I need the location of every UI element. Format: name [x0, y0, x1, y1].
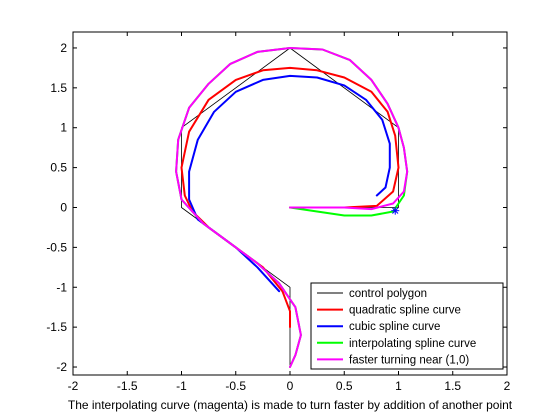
x-tick-label: 2: [504, 379, 511, 393]
x-tick-label: 0.5: [336, 379, 353, 393]
x-tick-label: -0.5: [225, 379, 246, 393]
y-tick-label: -2: [56, 360, 67, 374]
legend: control polygon quadratic spline curve cub…: [310, 282, 504, 370]
y-tick-label: 1: [60, 121, 67, 135]
legend-entry-interpolating-spline-curve: interpolating spline curve: [317, 338, 476, 350]
y-tick-label: 0.5: [50, 161, 67, 175]
y-tick-label: 2: [60, 41, 67, 55]
legend-label: quadratic spline curve: [349, 305, 461, 317]
y-tick-label: -0.5: [46, 240, 67, 254]
series-layer: [175, 47, 409, 368]
x-tick-label: 1: [395, 379, 402, 393]
y-tick-label: -1: [56, 280, 67, 294]
legend-label: control polygon: [349, 288, 427, 300]
x-tick-label: -2: [68, 379, 79, 393]
axes-layer: -2 -1.5 -1 -0.5 0 0.5 1 1.5 2 -2 -1.5 -1 -0.5 0 0.5 1 1.…: [46, 31, 511, 393]
legend-entry-quadratic-spline-curve: quadratic spline curve: [317, 305, 461, 317]
x-tick-label: -1: [176, 379, 187, 393]
x-tick-label: -1.5: [117, 379, 138, 393]
x-tick-label: 0: [287, 379, 294, 393]
series-line-faster-turning-near-1-0: [175, 47, 409, 368]
x-tick-label: 1.5: [444, 379, 461, 393]
legend-entry-control-polygon: control polygon: [317, 288, 427, 300]
legend-label: faster turning near (1,0): [349, 354, 469, 366]
x-axis-label: The interpolating curve (magenta) is mad…: [68, 398, 513, 412]
y-tick-label: 0: [60, 200, 67, 214]
legend-entry-cubic-spline-curve: cubic spline curve: [317, 321, 440, 333]
legend-entry-faster-turning-near-1-0: faster turning near (1,0): [317, 354, 469, 366]
y-tick-label: -1.5: [46, 320, 67, 334]
marker-point: [391, 206, 400, 215]
legend-label: cubic spline curve: [349, 321, 440, 333]
legend-label: interpolating spline curve: [349, 338, 476, 350]
y-tick-label: 1.5: [50, 81, 67, 95]
series-line-control-polygon: [181, 47, 399, 368]
